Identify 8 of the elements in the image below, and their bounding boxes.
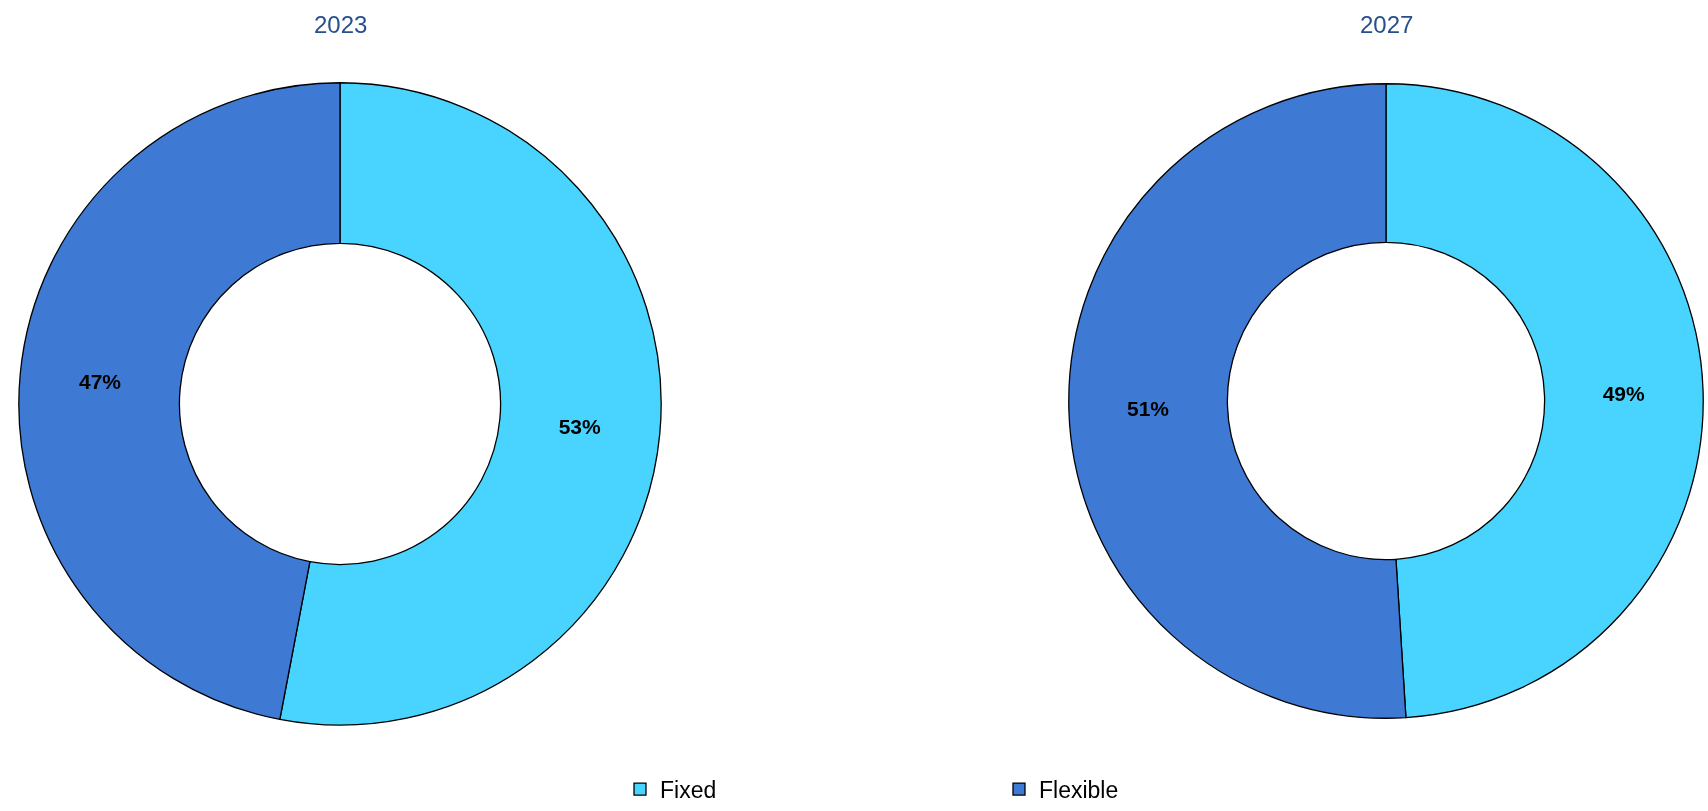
- data-label: 53%: [558, 415, 601, 439]
- data-label: 47%: [79, 369, 122, 393]
- data-label: 49%: [1602, 382, 1645, 405]
- slice-label: 2023: [314, 11, 368, 38]
- legend-label: Flexible: [1039, 777, 1119, 804]
- legend-label: Fixed: [660, 777, 717, 804]
- data-label: 51%: [1127, 396, 1170, 420]
- slice-label: 2027: [1360, 11, 1414, 38]
